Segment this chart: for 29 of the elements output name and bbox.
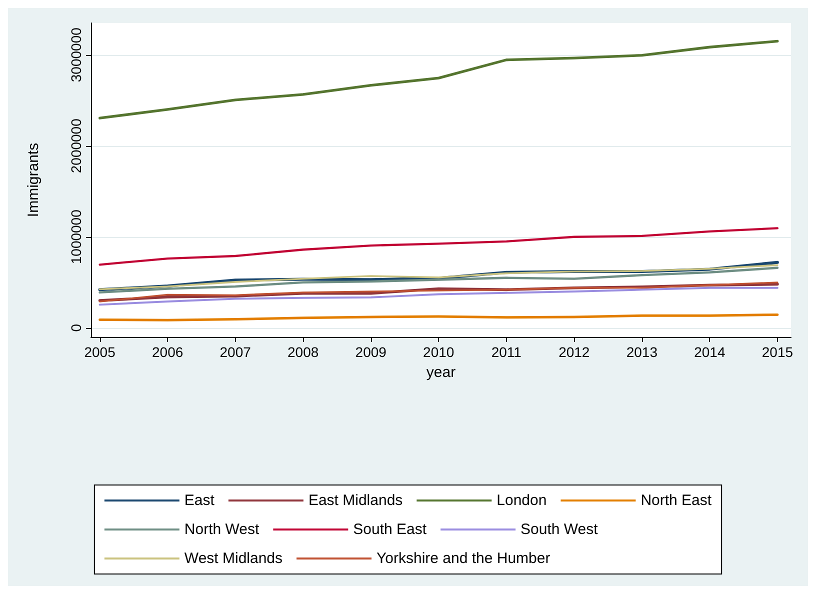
x-tick-label: 2015	[762, 344, 794, 360]
x-tick-label: 2005	[84, 344, 116, 360]
legend-label: North West	[184, 521, 260, 538]
x-tick-label: 2010	[423, 344, 454, 360]
y-tick-label: 0	[68, 324, 84, 332]
legend-label: West Midlands	[184, 550, 283, 567]
legend-label: London	[496, 492, 547, 509]
legend-label: South East	[353, 521, 428, 538]
x-tick-label: 2008	[288, 344, 319, 360]
y-tick-label: 2000000	[68, 118, 84, 174]
y-tick-label: 1000000	[68, 209, 84, 264]
line-series	[98, 286, 778, 306]
x-axis-title: year	[426, 364, 456, 381]
x-tick-label: 2014	[694, 344, 726, 360]
line-series	[98, 227, 779, 266]
legend-label: East	[184, 492, 216, 509]
legend-label: South West	[520, 521, 599, 538]
y-axis-title: Immigrants	[25, 142, 42, 218]
x-tick-label: 2007	[220, 344, 252, 360]
x-tick-label: 2009	[355, 344, 387, 360]
x-tick-label: 2006	[152, 344, 184, 360]
legend-label: East Midlands	[308, 492, 403, 509]
legend-label: North East	[640, 492, 712, 509]
y-tick-label: 3000000	[68, 27, 84, 82]
x-tick-label: 2012	[558, 344, 590, 360]
x-tick-label: 2011	[491, 344, 522, 360]
line-series	[98, 40, 779, 120]
legend-label: Yorkshire and the Humber	[376, 550, 550, 567]
x-tick-label: 2013	[626, 344, 658, 360]
